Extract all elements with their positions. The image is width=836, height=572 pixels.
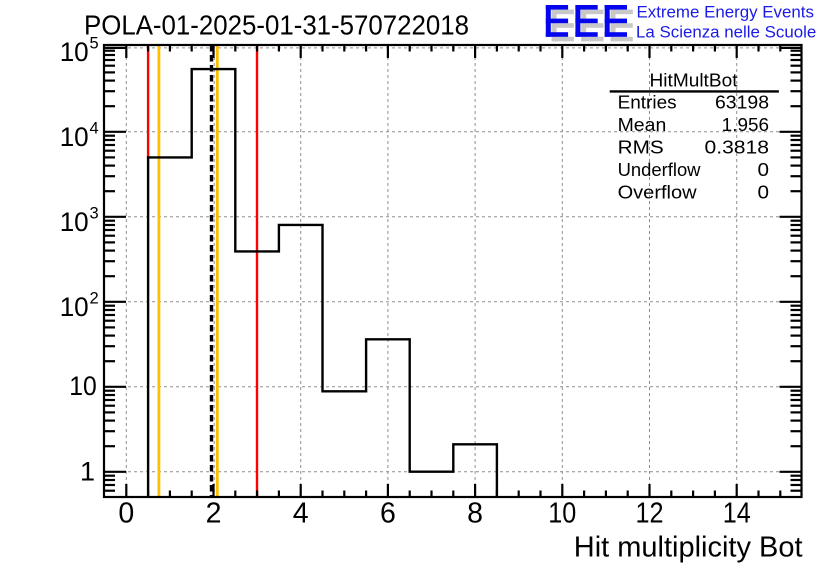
- svg-text:0: 0: [758, 182, 770, 202]
- svg-text:2: 2: [206, 498, 222, 530]
- svg-text:10: 10: [60, 37, 89, 67]
- svg-text:5: 5: [90, 35, 99, 53]
- svg-text:La Scienza nelle Scuole: La Scienza nelle Scuole: [636, 23, 816, 42]
- svg-text:RMS: RMS: [618, 138, 664, 158]
- svg-text:2: 2: [90, 290, 99, 308]
- svg-text:4: 4: [293, 498, 309, 530]
- svg-text:10: 10: [60, 122, 89, 152]
- svg-text:Extreme Energy Events: Extreme Energy Events: [637, 2, 814, 21]
- svg-text:10: 10: [60, 292, 89, 322]
- svg-text:8: 8: [467, 498, 483, 530]
- svg-text:1: 1: [80, 456, 95, 486]
- svg-text:Overflow: Overflow: [618, 182, 698, 202]
- svg-text:10: 10: [548, 498, 576, 530]
- svg-text:1.956: 1.956: [722, 115, 769, 135]
- svg-text:14: 14: [723, 498, 751, 530]
- svg-text:12: 12: [636, 498, 664, 530]
- svg-text:0: 0: [758, 160, 770, 180]
- svg-text:Hit multiplicity Bot: Hit multiplicity Bot: [574, 532, 803, 564]
- svg-text:Mean: Mean: [618, 115, 667, 135]
- svg-text:6: 6: [380, 498, 396, 530]
- svg-text:4: 4: [90, 120, 99, 138]
- svg-text:10: 10: [60, 207, 89, 237]
- svg-text:63198: 63198: [715, 93, 769, 113]
- svg-text:10: 10: [69, 371, 97, 401]
- svg-text:3: 3: [90, 205, 99, 223]
- svg-text:HitMultBot: HitMultBot: [650, 70, 738, 90]
- svg-text:POLA-01-2025-01-31-570722018: POLA-01-2025-01-31-570722018: [84, 9, 469, 40]
- svg-text:Underflow: Underflow: [618, 160, 702, 180]
- svg-text:0.3818: 0.3818: [705, 138, 770, 158]
- svg-text:Entries: Entries: [618, 93, 677, 113]
- svg-text:0: 0: [118, 498, 134, 530]
